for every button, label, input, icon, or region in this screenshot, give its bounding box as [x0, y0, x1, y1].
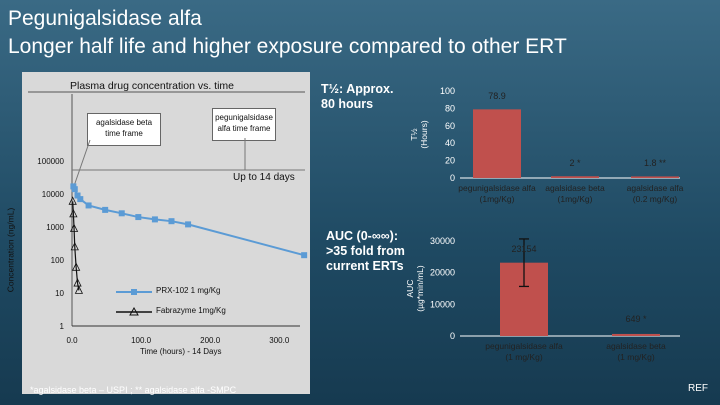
half-life-y-tick-label: 80	[445, 103, 455, 113]
half-life-y-tick-label: 100	[440, 86, 455, 96]
left-y-tick-label: 1	[60, 322, 65, 331]
beta-box-connector	[73, 139, 91, 187]
left-x-tick-label: 100.0	[131, 336, 152, 345]
half-life-y-axis-label: T½(Hours)	[409, 120, 429, 149]
prx-data-point	[301, 252, 308, 259]
half-life-y-axis-label-line: T½	[409, 128, 419, 140]
half-life-bar	[631, 176, 679, 178]
footnote: *agalsidase beta – USPI ; ** agalsidase …	[30, 385, 237, 395]
half-life-bar	[473, 109, 521, 178]
auc-y-axis-label: AUC(µg*min/mL)	[405, 265, 425, 312]
fabrazyme-data-point	[68, 196, 77, 205]
auc-category-label: (1 mg/Kg)	[617, 352, 654, 362]
auc-y-tick-label: 0	[450, 331, 455, 341]
left-chart-axes: 100000 10000 1000 100 10 10.0 100.0 200.0 300.0	[37, 157, 300, 345]
fabrazyme-data-point	[74, 285, 84, 294]
prx-data-point	[74, 192, 81, 199]
left-chart-xlabel: Time (hours) - 14 Days	[140, 347, 222, 356]
auc-bar	[612, 333, 660, 336]
left-chart-title: Plasma drug concentration vs. time	[70, 80, 234, 92]
fabrazyme-data-point	[69, 208, 78, 218]
prx-data-point	[85, 202, 92, 209]
half-life-y-axis-label-line: (Hours)	[419, 120, 429, 149]
half-life-data-label: 78.9	[488, 91, 506, 101]
fabrazyme-data-point	[73, 278, 82, 287]
legend-fab-label: Fabrazyme 1mg/Kg	[156, 306, 226, 315]
fabrazyme-series-line	[72, 201, 80, 291]
auc-y-axis-label-line: (µg*min/mL)	[415, 265, 425, 312]
half-life-bar	[551, 176, 599, 178]
auc-category-label: (1 mg/Kg)	[505, 352, 542, 362]
half-life-bar-chart: 100 80 60 40 20 0 T½(Hours) 78.9 pegunigalsidase…	[409, 86, 684, 204]
fabrazyme-data-point	[69, 223, 79, 232]
fabrazyme-data-point	[71, 262, 81, 271]
prx-data-point	[185, 221, 192, 228]
half-life-y-tick-label: 0	[450, 173, 455, 183]
legend-prx-label: PRX-102 1 mg/Kg	[156, 286, 221, 295]
auc-y-tick-label: 20000	[430, 268, 455, 278]
left-x-tick-label: 0.0	[66, 336, 78, 345]
half-life-category-label: agalsidase alfa	[627, 183, 684, 193]
left-y-tick-label: 10	[55, 289, 64, 298]
half-life-category-label: (0.2 mg/Kg)	[633, 194, 678, 204]
left-y-tick-label: 100000	[37, 157, 64, 166]
agalsidase-beta-timeframe-box: agalsidase beta time frame	[87, 113, 161, 146]
up-to-14-days-label: Up to 14 days	[233, 172, 295, 183]
auc-y-tick-label: 10000	[430, 299, 455, 309]
half-life-category-label: (1mg/Kg)	[480, 194, 515, 204]
half-life-annotation: T½: Approx. 80 hours	[321, 82, 394, 111]
slide-title: Pegunigalsidase alfa	[8, 7, 202, 30]
auc-data-label: 23154	[511, 244, 536, 254]
prx-data-point	[77, 196, 84, 203]
auc-category-label: agalsidase beta	[606, 341, 666, 351]
left-chart-series	[68, 183, 308, 294]
half-life-category-label: agalsidase beta	[545, 183, 605, 193]
half-life-y-tick-label: 60	[445, 121, 455, 131]
ref-label: REF	[688, 383, 708, 394]
half-life-data-label: 2 *	[569, 158, 581, 168]
slide-subtitle: Longer half life and higher exposure com…	[8, 35, 567, 58]
fabrazyme-data-point	[70, 241, 79, 251]
legend-fab-swatch	[116, 307, 152, 316]
left-y-tick-label: 1000	[46, 223, 64, 232]
prx-data-point	[71, 186, 78, 193]
prx-data-point	[102, 206, 109, 213]
left-y-tick-label: 10000	[42, 190, 65, 199]
pegunigalsidase-timeframe-box: pegunigalsidase alfa time frame	[212, 108, 276, 141]
left-y-tick-label: 100	[51, 256, 65, 265]
half-life-y-tick-label: 40	[445, 138, 455, 148]
auc-y-axis-label-line: AUC	[405, 280, 415, 298]
auc-data-label: 649 *	[625, 314, 647, 324]
prx-data-point	[168, 218, 175, 225]
prx-data-point	[118, 210, 125, 217]
auc-annotation: AUC (0-∞∞): >35 fold from current ERTs	[326, 229, 405, 273]
auc-y-tick-label: 30000	[430, 236, 455, 246]
half-life-y-tick-label: 20	[445, 156, 455, 166]
legend-prx-swatch	[116, 289, 152, 295]
auc-category-label: pegunigalsidase alfa	[485, 341, 563, 351]
half-life-category-label: pegunigalsidase alfa	[458, 183, 536, 193]
prx-data-point	[151, 216, 158, 223]
half-life-data-label: 1.8 **	[644, 158, 667, 168]
auc-bar-chart: 30000 20000 10000 0 AUC(µg*min/mL) 23154 pegun…	[405, 236, 680, 362]
prx-data-point	[135, 214, 142, 221]
left-x-tick-label: 300.0	[269, 336, 290, 345]
half-life-category-label: (1mg/Kg)	[558, 194, 593, 204]
left-x-tick-label: 200.0	[200, 336, 221, 345]
